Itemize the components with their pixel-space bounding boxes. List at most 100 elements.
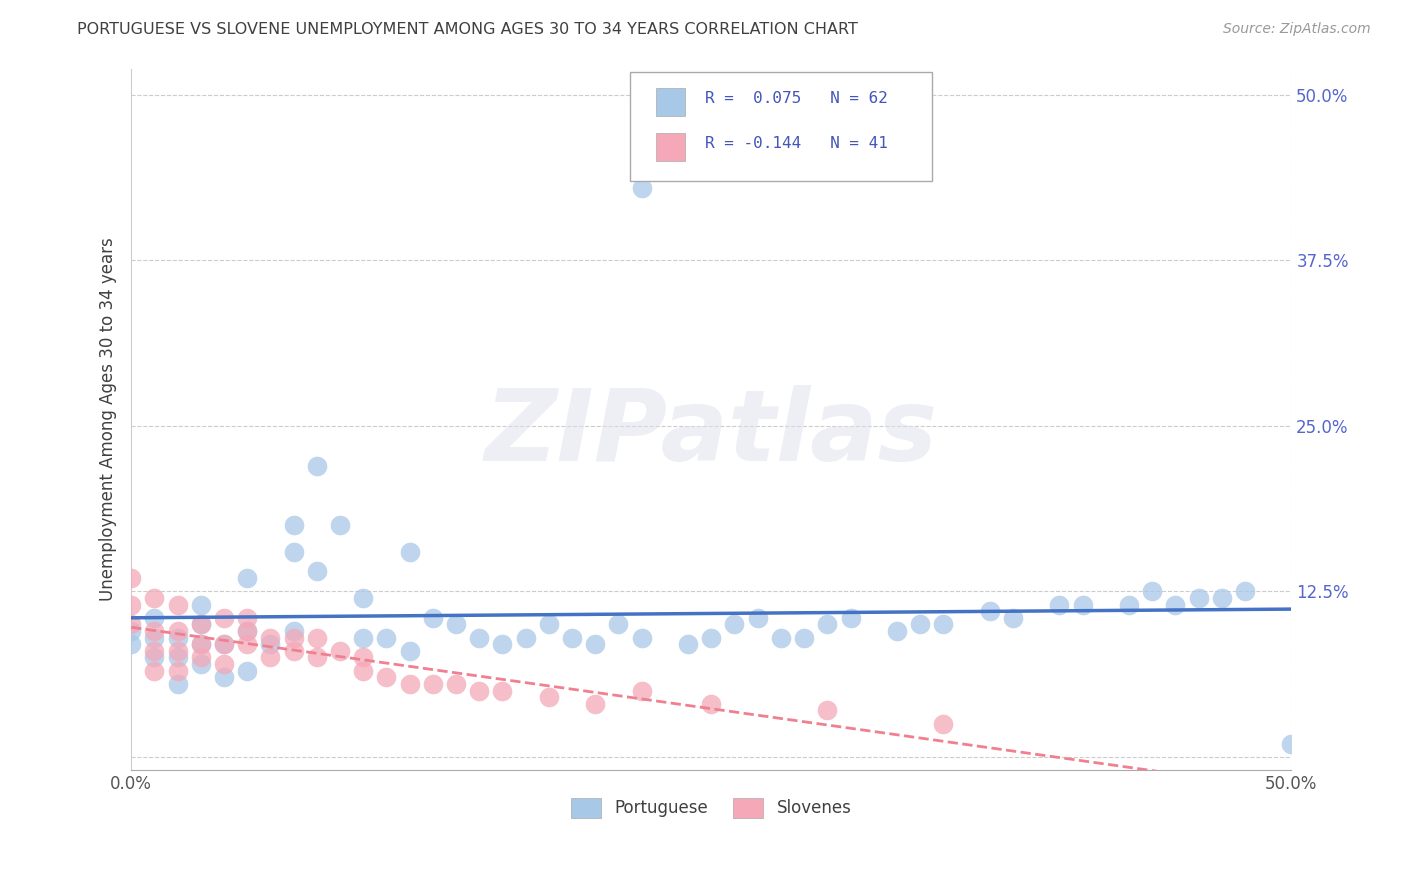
Point	[444, 617, 467, 632]
FancyBboxPatch shape	[630, 72, 932, 181]
Point	[190, 637, 212, 651]
Point	[190, 657, 212, 672]
FancyBboxPatch shape	[655, 88, 685, 116]
Point	[166, 677, 188, 691]
Point	[1279, 737, 1302, 751]
Point	[815, 703, 838, 717]
Point	[352, 591, 374, 605]
FancyBboxPatch shape	[655, 133, 685, 161]
Point	[375, 631, 398, 645]
Point	[143, 664, 166, 678]
Point	[212, 657, 235, 672]
Point	[1164, 598, 1187, 612]
Point	[236, 571, 259, 585]
Point	[283, 544, 305, 558]
Point	[769, 631, 792, 645]
Point	[190, 598, 212, 612]
Point	[630, 180, 652, 194]
Point	[212, 637, 235, 651]
Point	[676, 637, 699, 651]
Point	[422, 611, 444, 625]
Point	[583, 637, 606, 651]
Point	[120, 598, 142, 612]
Point	[329, 644, 352, 658]
Point	[283, 624, 305, 638]
Point	[190, 617, 212, 632]
Point	[166, 644, 188, 658]
Point	[166, 598, 188, 612]
Point	[1233, 584, 1256, 599]
Point	[886, 624, 908, 638]
Point	[352, 650, 374, 665]
Point	[166, 631, 188, 645]
Point	[375, 670, 398, 684]
Point	[793, 631, 815, 645]
Point	[283, 644, 305, 658]
Point	[747, 611, 769, 625]
Point	[561, 631, 583, 645]
Point	[259, 650, 281, 665]
Point	[979, 604, 1001, 618]
Point	[143, 650, 166, 665]
Point	[236, 624, 259, 638]
Point	[283, 518, 305, 533]
Point	[700, 697, 723, 711]
Point	[305, 458, 328, 473]
Point	[283, 631, 305, 645]
Text: R = -0.144   N = 41: R = -0.144 N = 41	[706, 136, 889, 151]
Point	[1187, 591, 1209, 605]
Point	[166, 664, 188, 678]
Point	[607, 617, 630, 632]
Point	[143, 611, 166, 625]
Point	[1211, 591, 1233, 605]
Point	[143, 624, 166, 638]
Point	[143, 631, 166, 645]
Point	[305, 631, 328, 645]
Point	[1047, 598, 1070, 612]
Point	[120, 617, 142, 632]
Point	[932, 716, 955, 731]
Point	[120, 637, 142, 651]
Text: ZIPatlas: ZIPatlas	[485, 384, 938, 482]
Point	[1118, 598, 1140, 612]
Point	[422, 677, 444, 691]
Point	[212, 611, 235, 625]
Point	[143, 644, 166, 658]
Y-axis label: Unemployment Among Ages 30 to 34 years: Unemployment Among Ages 30 to 34 years	[100, 237, 117, 601]
Point	[259, 637, 281, 651]
Point	[815, 617, 838, 632]
Point	[700, 631, 723, 645]
Point	[190, 617, 212, 632]
Point	[305, 650, 328, 665]
Point	[329, 518, 352, 533]
Point	[212, 637, 235, 651]
Legend: Portuguese, Slovenes: Portuguese, Slovenes	[564, 791, 858, 825]
Point	[1001, 611, 1024, 625]
Point	[537, 690, 560, 705]
Point	[236, 624, 259, 638]
Point	[444, 677, 467, 691]
Point	[236, 664, 259, 678]
Point	[190, 637, 212, 651]
Point	[212, 670, 235, 684]
Point	[398, 644, 420, 658]
Point	[468, 631, 491, 645]
Text: R =  0.075   N = 62: R = 0.075 N = 62	[706, 91, 889, 106]
Point	[259, 631, 281, 645]
Point	[932, 617, 955, 632]
Point	[120, 624, 142, 638]
Point	[1071, 598, 1094, 612]
Text: PORTUGUESE VS SLOVENE UNEMPLOYMENT AMONG AGES 30 TO 34 YEARS CORRELATION CHART: PORTUGUESE VS SLOVENE UNEMPLOYMENT AMONG…	[77, 22, 858, 37]
Point	[398, 677, 420, 691]
Point	[166, 624, 188, 638]
Point	[537, 617, 560, 632]
Point	[398, 544, 420, 558]
Point	[352, 631, 374, 645]
Text: Source: ZipAtlas.com: Source: ZipAtlas.com	[1223, 22, 1371, 37]
Point	[491, 683, 513, 698]
Point	[352, 664, 374, 678]
Point	[839, 611, 862, 625]
Point	[630, 683, 652, 698]
Point	[236, 611, 259, 625]
Point	[120, 571, 142, 585]
